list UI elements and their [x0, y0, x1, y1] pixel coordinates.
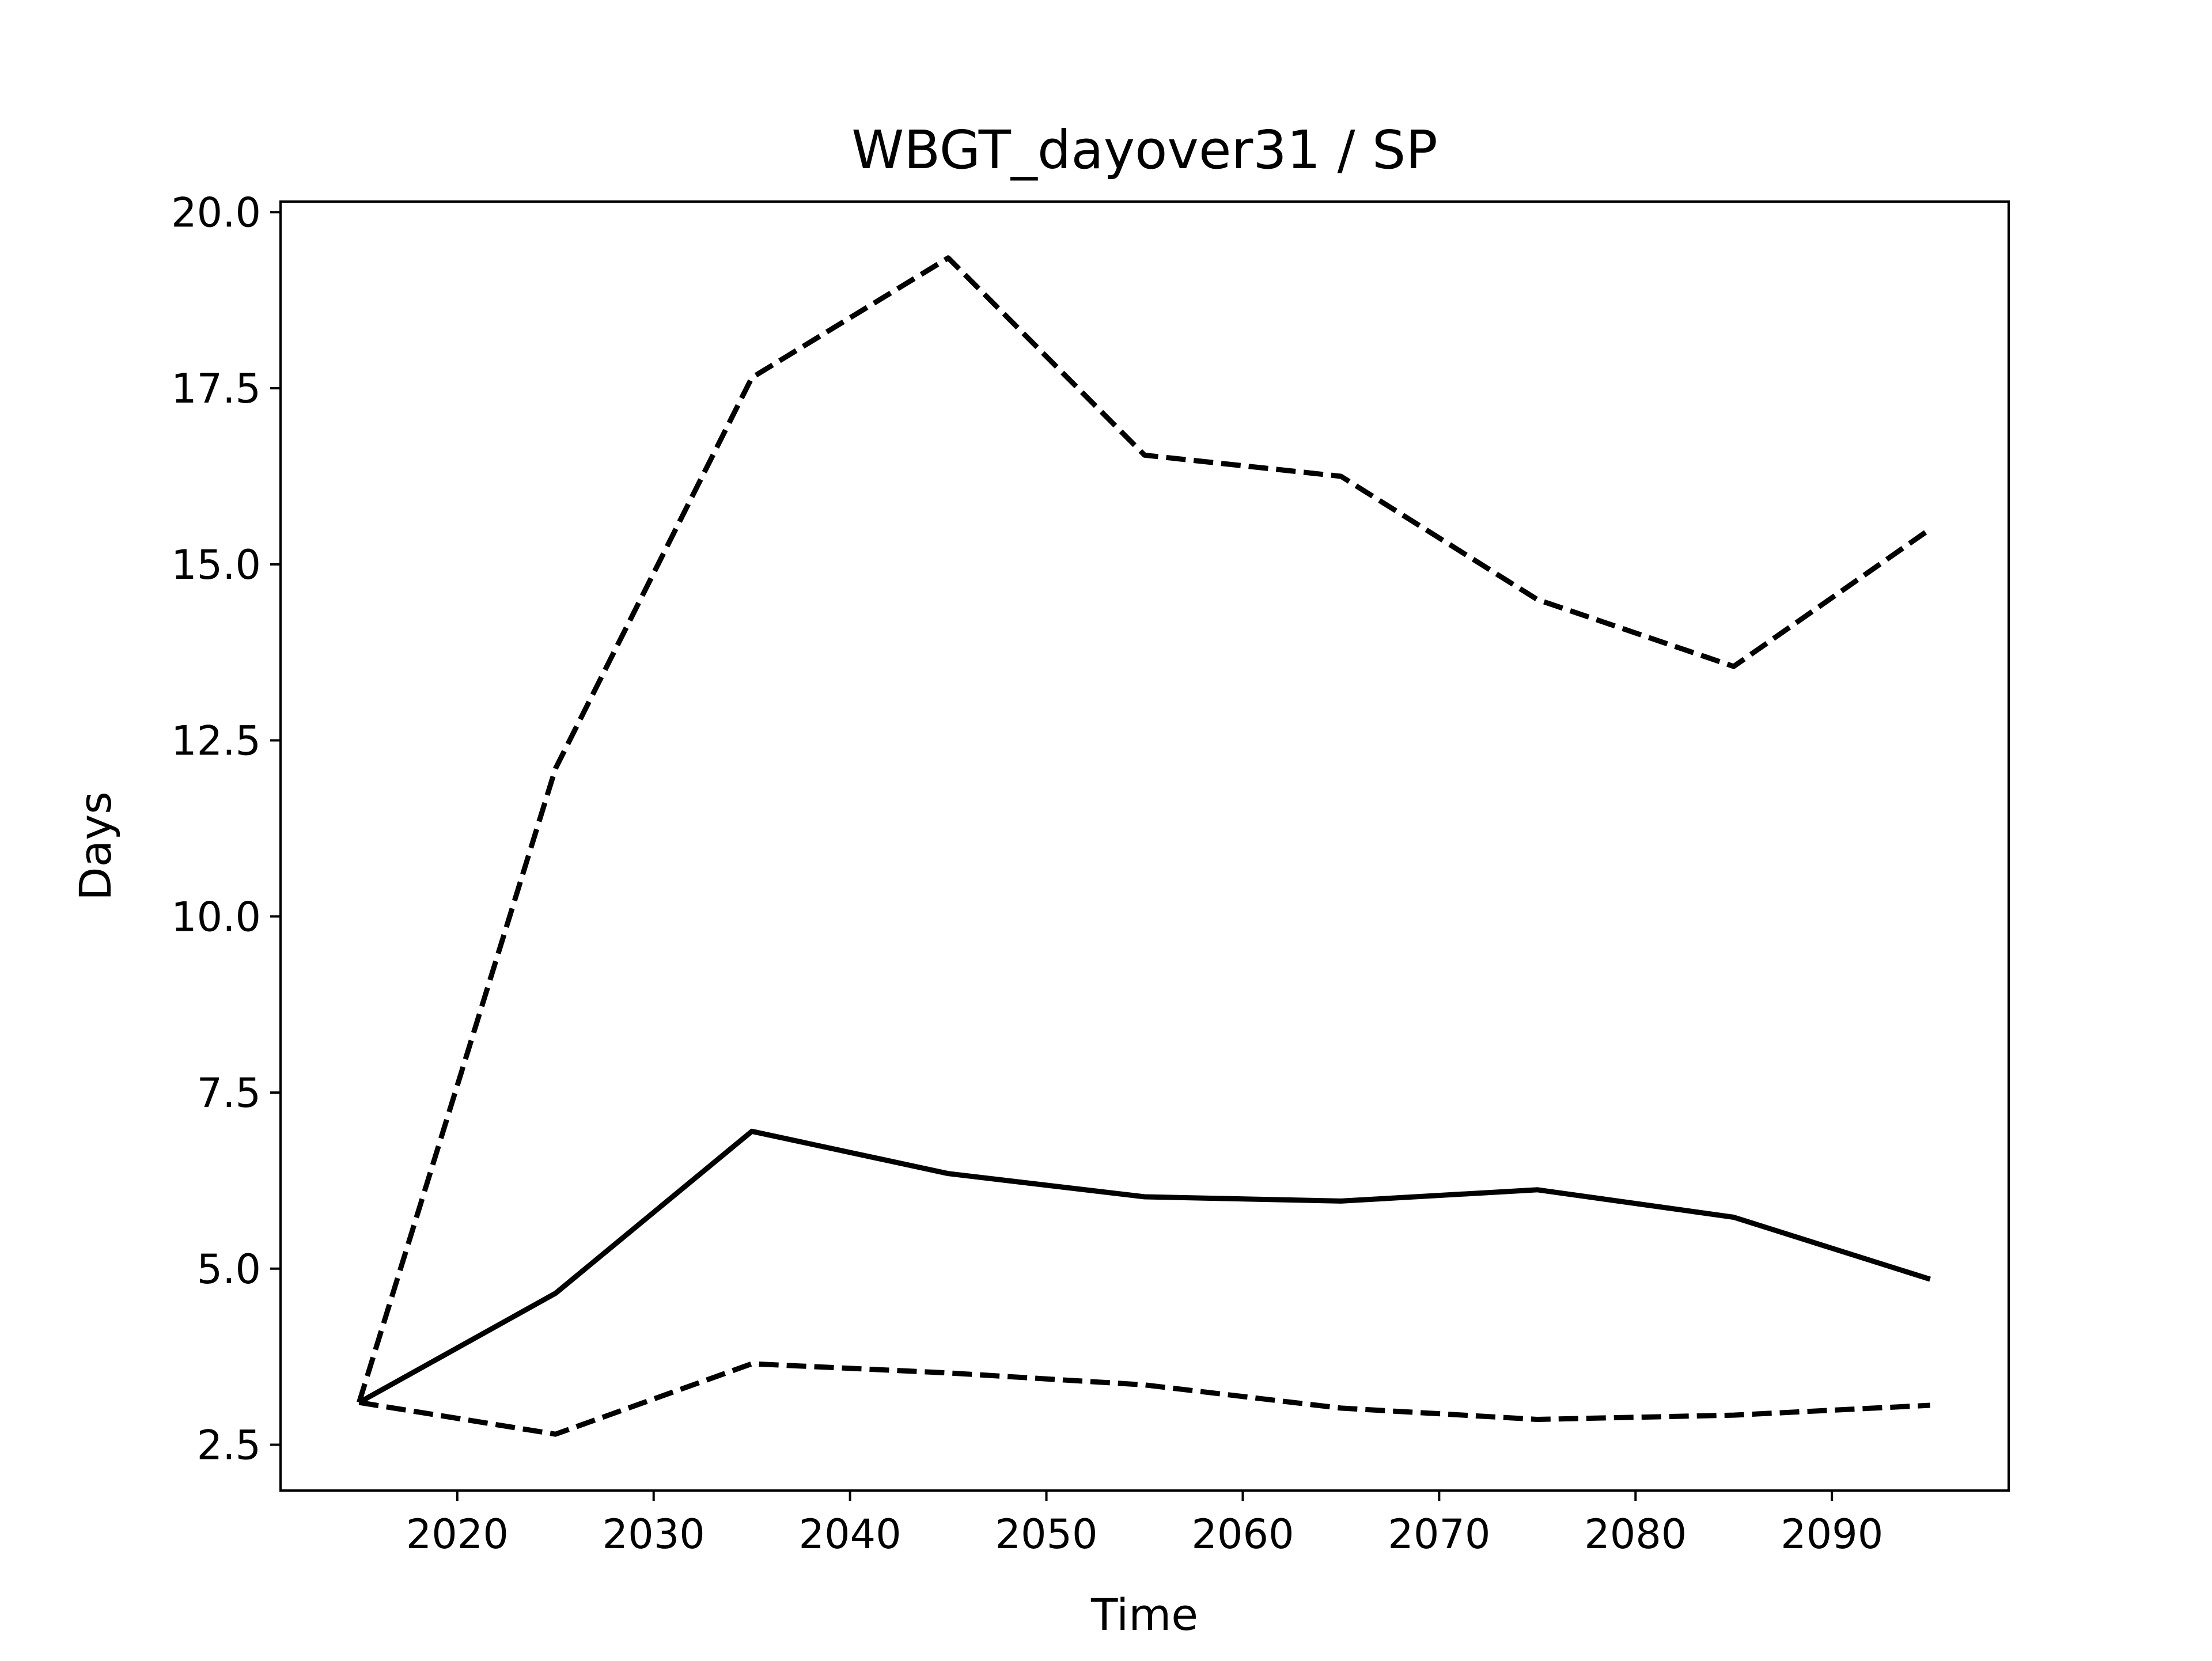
x-tick-label: 2060	[1191, 1511, 1294, 1558]
x-axis-ticks: 2020 2030 2040 2050 2060 2070 2080 2090	[406, 1491, 1883, 1558]
y-tick-label: 20.0	[171, 189, 261, 236]
y-tick-label: 2.5	[197, 1422, 261, 1469]
x-tick-label: 2020	[406, 1511, 509, 1558]
y-tick-label: 17.5	[171, 365, 261, 412]
x-axis-label: Time	[1090, 1589, 1198, 1640]
series-line-1	[357, 255, 1932, 1404]
y-tick-label: 12.5	[171, 718, 261, 765]
x-tick-label: 2050	[995, 1511, 1097, 1558]
y-axis-ticks: 2.5 5.0 7.5 10.0 12.5 15.0 17.5 20.0	[171, 189, 281, 1469]
y-tick-label: 10.0	[171, 893, 261, 941]
y-tick-label: 15.0	[171, 541, 261, 589]
chart-title: WBGT_dayover31 / SP	[851, 119, 1437, 181]
y-tick-label: 5.0	[197, 1246, 261, 1293]
x-tick-label: 2090	[1781, 1511, 1883, 1558]
x-tick-label: 2030	[603, 1511, 705, 1558]
plot-frame	[279, 200, 2010, 1492]
x-tick-label: 2070	[1388, 1511, 1490, 1558]
x-tick-label: 2080	[1584, 1511, 1687, 1558]
x-tick-label: 2040	[799, 1511, 902, 1558]
plot-lines	[357, 255, 1932, 1437]
y-tick-label: 7.5	[197, 1070, 261, 1117]
series-line-2	[358, 1128, 1931, 1405]
y-axis-label: Days	[70, 791, 121, 901]
